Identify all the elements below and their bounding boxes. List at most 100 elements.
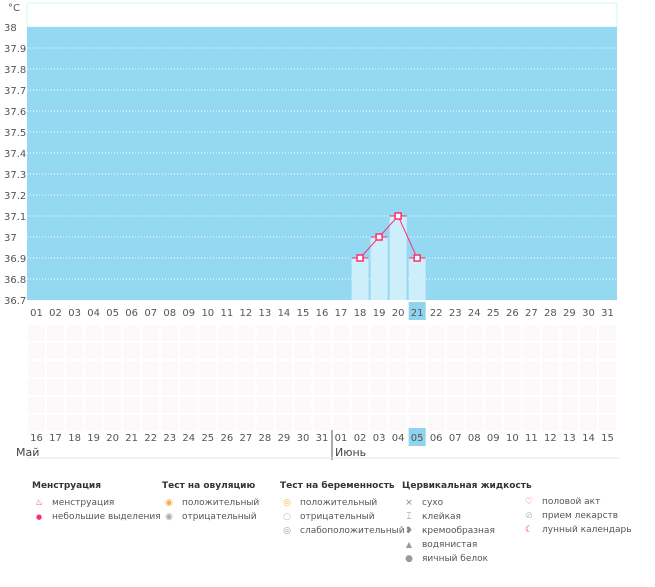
- pregnancy-positive-icon: ◎: [283, 498, 291, 508]
- x-tick-label: 07: [144, 308, 157, 319]
- x-tick-label: 11: [220, 308, 233, 319]
- symbol-grid-cell: [218, 379, 236, 395]
- symbol-grid-cell: [275, 397, 293, 413]
- symbol-grid-cell: [180, 325, 198, 341]
- x-tick-label: 08: [163, 308, 176, 319]
- temperature-bar: [389, 216, 407, 300]
- symbol-grid-cell: [598, 415, 616, 431]
- symbol-grid-cell: [104, 325, 122, 341]
- calendar-date-label: 07: [449, 433, 462, 444]
- legend-item: яичный белок: [422, 554, 489, 564]
- symbol-grid-cell: [237, 325, 255, 341]
- symbol-grid-cell: [351, 397, 369, 413]
- x-tick-label: 23: [449, 308, 462, 319]
- symbol-grid-cell: [389, 361, 407, 377]
- x-tick-label: 20: [392, 308, 405, 319]
- legend-item: отрицательный: [300, 512, 375, 522]
- x-tick-label: 12: [240, 308, 253, 319]
- symbol-grid-cell: [180, 361, 198, 377]
- symbol-grid-cell: [313, 325, 331, 341]
- symbol-grid-cell: [503, 415, 521, 431]
- symbol-grid-cell: [351, 361, 369, 377]
- symbol-grid-cell: [142, 361, 160, 377]
- symbol-grid-cell: [142, 343, 160, 359]
- x-tick-label: 25: [487, 308, 500, 319]
- pregnancy-weak-icon: ◎: [283, 526, 291, 536]
- legend-item: слабоположительный: [300, 526, 405, 536]
- symbol-grid-cell: [85, 361, 103, 377]
- symbol-grid-cell: [370, 415, 388, 431]
- symbol-grid-cell: [579, 415, 597, 431]
- symbol-grid-cell: [484, 325, 502, 341]
- symbol-grid-cell: [275, 379, 293, 395]
- symbol-grid-cell: [313, 397, 331, 413]
- symbol-grid-cell: [389, 379, 407, 395]
- symbol-grid-cell: [142, 397, 160, 413]
- legend-item: отрицательный: [182, 512, 257, 522]
- symbol-grid-cell: [199, 343, 217, 359]
- symbol-grid-cell: [237, 361, 255, 377]
- symbol-grid-cell: [351, 343, 369, 359]
- symbol-grid-cell: [427, 343, 445, 359]
- x-tick-label: 22: [430, 308, 443, 319]
- y-tick-label: 37.5: [4, 128, 26, 139]
- symbol-grid-cell: [47, 325, 65, 341]
- x-tick-label: 16: [316, 308, 329, 319]
- symbol-grid-cell: [446, 379, 464, 395]
- egg-white-icon: ●: [405, 554, 413, 564]
- symbol-grid-cell: [560, 397, 578, 413]
- moon-icon: ☾: [524, 525, 534, 535]
- symbol-grid-cell: [370, 343, 388, 359]
- x-tick-label: 17: [335, 308, 348, 319]
- calendar-date-label: 12: [544, 433, 557, 444]
- symbol-grid-cell: [522, 415, 540, 431]
- creamy-icon: ❥: [405, 526, 413, 536]
- symbol-grid-cell: [598, 325, 616, 341]
- x-tick-label: 02: [49, 308, 62, 319]
- symbol-grid-cell: [275, 361, 293, 377]
- x-tick-label: 28: [544, 308, 557, 319]
- symbol-grid-cell: [104, 415, 122, 431]
- symbol-grid-cell: [47, 397, 65, 413]
- symbol-grid-cell: [313, 343, 331, 359]
- y-tick-label: 37.8: [4, 65, 26, 76]
- symbol-grid-cell: [351, 325, 369, 341]
- calendar-date-label: 11: [525, 433, 538, 444]
- legend-item: менструация: [52, 498, 115, 508]
- symbol-grid-cell: [503, 343, 521, 359]
- x-tick-label: 04: [87, 308, 100, 319]
- symbol-grid-cell: [237, 379, 255, 395]
- calendar-date-label: 21: [125, 433, 138, 444]
- symbol-grid-cell: [465, 415, 483, 431]
- y-tick-label: 37: [4, 233, 17, 244]
- calendar-date-label: 15: [601, 433, 614, 444]
- symbol-grid-cell: [123, 361, 141, 377]
- calendar-date-label: 19: [87, 433, 100, 444]
- symbol-grid-cell: [484, 379, 502, 395]
- calendar-date-label: 13: [563, 433, 576, 444]
- symbol-grid-cell: [104, 343, 122, 359]
- pregnancy-negative-icon: ○: [283, 512, 291, 522]
- symbol-grid-cell: [123, 379, 141, 395]
- symbol-grid-cell: [85, 379, 103, 395]
- symbol-grid-cell: [142, 415, 160, 431]
- symbol-grid-cell: [332, 379, 350, 395]
- symbol-grid-cell: [256, 343, 274, 359]
- symbol-grid-cell: [389, 415, 407, 431]
- symbol-grid-cell: [256, 361, 274, 377]
- symbol-grid-cell: [522, 343, 540, 359]
- calendar-date-label: 09: [487, 433, 500, 444]
- symbol-grid-cell: [199, 361, 217, 377]
- symbol-grid-cell: [142, 379, 160, 395]
- temperature-point: [394, 212, 402, 220]
- calendar-date-label: 25: [201, 433, 214, 444]
- legend-item: водянистая: [422, 540, 478, 550]
- today-highlight: [408, 428, 426, 446]
- symbol-grid-cell: [579, 379, 597, 395]
- legend-item: небольшие выделения: [52, 512, 161, 522]
- symbol-grid-cell: [408, 343, 426, 359]
- x-tick-label: 27: [525, 308, 538, 319]
- symbol-grid-cell: [522, 325, 540, 341]
- calendar-date-label: 26: [220, 433, 233, 444]
- symbol-grid-cell: [161, 361, 179, 377]
